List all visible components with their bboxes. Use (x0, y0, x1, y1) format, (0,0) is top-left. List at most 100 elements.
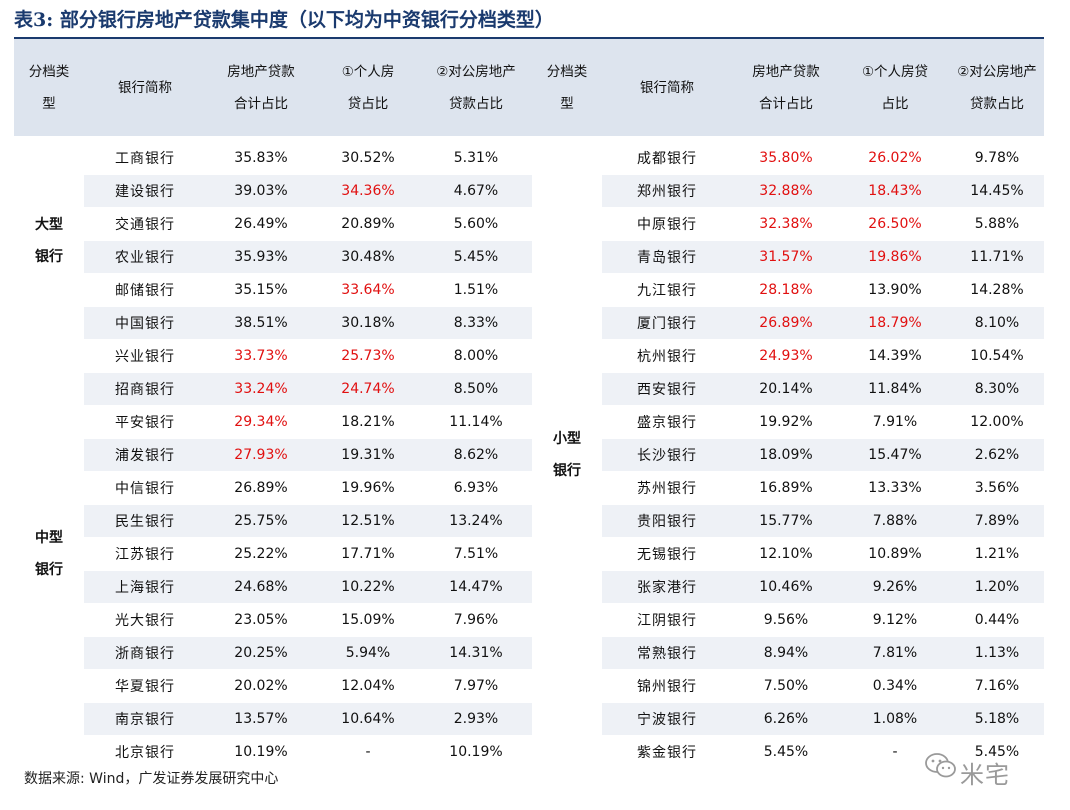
header-bank: 银行简称 (84, 39, 206, 140)
left-corporate-cell: 5.45% (420, 240, 532, 274)
right-personal-cell: 26.02% (840, 136, 950, 175)
table-row: 中型 银行 兴业银行 33.73% 25.73% 8.00% 杭州银行 24.93% 14.39… (14, 339, 1044, 769)
right-personal-cell: 15.47% (840, 438, 950, 472)
left-total-cell: 33.24% (206, 372, 316, 406)
left-personal-cell: 5.94% (316, 636, 420, 670)
group-label-medium: 中型 银行 (14, 339, 84, 769)
left-corporate-cell: 13.24% (420, 504, 532, 538)
right-total-cell: 15.77% (732, 504, 840, 538)
right-personal-cell: 10.89% (840, 537, 950, 571)
right-bank-cell: 盛京银行 (602, 405, 732, 439)
right-bank-cell: 长沙银行 (602, 438, 732, 472)
left-total-cell: 25.22% (206, 537, 316, 571)
wechat-logo-icon (925, 753, 956, 778)
left-personal-cell: 24.74% (316, 372, 420, 406)
left-personal-cell: 17.71% (316, 537, 420, 571)
right-total-cell: 16.89% (732, 471, 840, 505)
right-corporate-cell: 10.54% (950, 339, 1044, 373)
right-total-cell: 31.57% (732, 240, 840, 274)
left-bank-cell: 中国银行 (84, 306, 206, 340)
left-bank-cell: 建设银行 (84, 174, 206, 208)
right-bank-cell: 杭州银行 (602, 339, 732, 373)
right-personal-cell: - (840, 735, 950, 769)
right-bank-cell: 紫金银行 (602, 735, 732, 769)
left-bank-cell: 上海银行 (84, 570, 206, 604)
right-personal-cell: 1.08% (840, 702, 950, 736)
left-total-cell: 27.93% (206, 438, 316, 472)
left-personal-cell: 33.64% (316, 273, 420, 307)
left-personal-cell: 10.64% (316, 702, 420, 736)
table-row: 平安银行 29.34% 18.21% 11.14% 盛京银行 19.92% 7.91% 12.… (14, 405, 1044, 439)
right-personal-cell: 13.33% (840, 471, 950, 505)
left-corporate-cell: 14.47% (420, 570, 532, 604)
table-row: 中信银行 26.89% 19.96% 6.93% 苏州银行 16.89% 13.33% 3.5… (14, 471, 1044, 505)
right-total-cell: 18.09% (732, 438, 840, 472)
left-personal-cell: 12.51% (316, 504, 420, 538)
table-row: 农业银行 35.93% 30.48% 5.45% 青岛银行 31.57% 19.86% 11.… (14, 240, 1044, 274)
left-corporate-cell: 7.96% (420, 603, 532, 637)
left-total-cell: 29.34% (206, 405, 316, 439)
left-corporate-cell: 4.67% (420, 174, 532, 208)
right-corporate-cell: 5.88% (950, 207, 1044, 241)
header-total: 房地产贷款 合计占比 (206, 39, 316, 140)
left-personal-cell: 15.09% (316, 603, 420, 637)
left-bank-cell: 邮储银行 (84, 273, 206, 307)
right-total-cell: 32.88% (732, 174, 840, 208)
left-personal-cell: 19.31% (316, 438, 420, 472)
left-personal-cell: 34.36% (316, 174, 420, 208)
watermark-text: 米宅 (960, 761, 1010, 789)
right-personal-cell: 18.43% (840, 174, 950, 208)
group-label-large: 大型 银行 (14, 136, 84, 340)
right-corporate-cell: 1.21% (950, 537, 1044, 571)
right-total-cell: 7.50% (732, 669, 840, 703)
right-total-cell: 24.93% (732, 339, 840, 373)
left-personal-cell: 30.48% (316, 240, 420, 274)
right-corporate-cell: 11.71% (950, 240, 1044, 274)
left-personal-cell: 12.04% (316, 669, 420, 703)
header-corporate-right: ②对公房地产 贷款占比 (950, 39, 1044, 140)
left-corporate-cell: 14.31% (420, 636, 532, 670)
right-personal-cell: 9.26% (840, 570, 950, 604)
right-total-cell: 6.26% (732, 702, 840, 736)
table-row: 招商银行 33.24% 24.74% 8.50% 西安银行 20.14% 11.84% 8.3… (14, 372, 1044, 406)
left-bank-cell: 招商银行 (84, 372, 206, 406)
right-total-cell: 9.56% (732, 603, 840, 637)
right-bank-cell: 中原银行 (602, 207, 732, 241)
right-total-cell: 32.38% (732, 207, 840, 241)
group-label-small: 小型 银行 (532, 136, 602, 769)
left-bank-cell: 光大银行 (84, 603, 206, 637)
left-personal-cell: 10.22% (316, 570, 420, 604)
right-personal-cell: 7.81% (840, 636, 950, 670)
left-total-cell: 23.05% (206, 603, 316, 637)
real-estate-loan-table: 分档类型 银行简称 房地产贷款 合计占比 ①个人房 贷占比 ②对公房地产 贷款占比 分… (14, 39, 1044, 769)
left-bank-cell: 农业银行 (84, 240, 206, 274)
right-bank-cell: 无锡银行 (602, 537, 732, 571)
left-bank-cell: 浦发银行 (84, 438, 206, 472)
left-bank-cell: 南京银行 (84, 702, 206, 736)
left-personal-cell: - (316, 735, 420, 769)
header-category-right: 分档类型 (532, 39, 602, 140)
left-corporate-cell: 6.93% (420, 471, 532, 505)
table-row: 上海银行 24.68% 10.22% 14.47% 张家港行 10.46% 9.26% 1.2… (14, 570, 1044, 604)
table-row: 建设银行 39.03% 34.36% 4.67% 郑州银行 32.88% 18.43% 14.… (14, 174, 1044, 208)
right-bank-cell: 郑州银行 (602, 174, 732, 208)
right-corporate-cell: 5.45% (950, 735, 1044, 769)
left-corporate-cell: 7.97% (420, 669, 532, 703)
right-corporate-cell: 1.13% (950, 636, 1044, 670)
left-personal-cell: 25.73% (316, 339, 420, 373)
right-personal-cell: 9.12% (840, 603, 950, 637)
right-personal-cell: 19.86% (840, 240, 950, 274)
left-bank-cell: 工商银行 (84, 136, 206, 175)
left-corporate-cell: 7.51% (420, 537, 532, 571)
table-row: 华夏银行 20.02% 12.04% 7.97% 锦州银行 7.50% 0.34% 7.16% (14, 669, 1044, 703)
right-bank-cell: 厦门银行 (602, 306, 732, 340)
right-personal-cell: 0.34% (840, 669, 950, 703)
right-total-cell: 10.46% (732, 570, 840, 604)
table-row: 浦发银行 27.93% 19.31% 8.62% 长沙银行 18.09% 15.47% 2.6… (14, 438, 1044, 472)
table-row: 邮储银行 35.15% 33.64% 1.51% 九江银行 28.18% 13.90% 14.… (14, 273, 1044, 307)
right-corporate-cell: 2.62% (950, 438, 1044, 472)
right-total-cell: 28.18% (732, 273, 840, 307)
left-total-cell: 10.19% (206, 735, 316, 769)
left-personal-cell: 19.96% (316, 471, 420, 505)
right-bank-cell: 张家港行 (602, 570, 732, 604)
